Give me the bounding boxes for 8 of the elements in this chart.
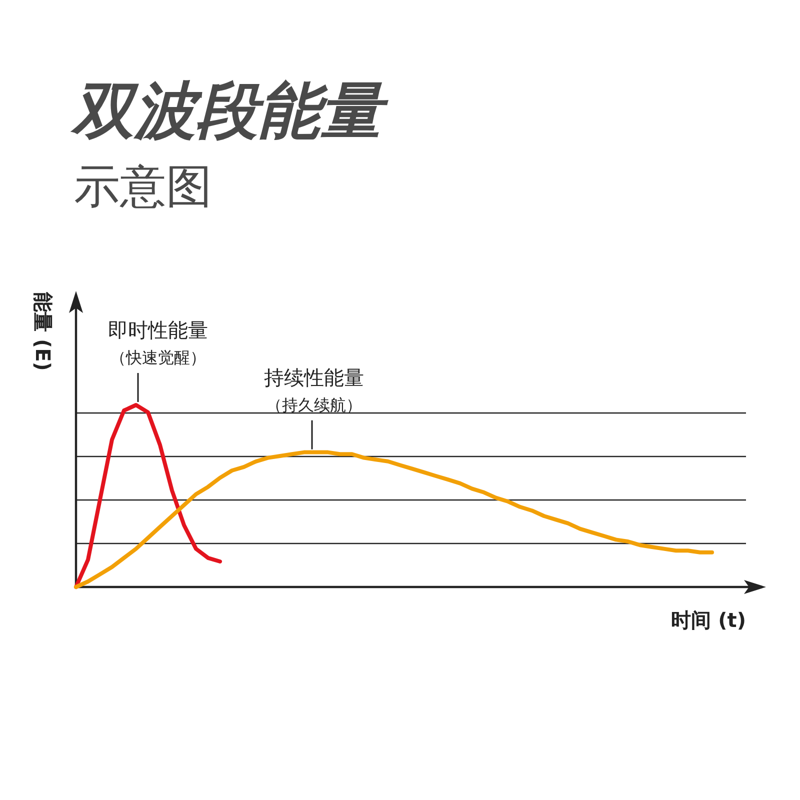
text: 持续性能量 [264,365,364,390]
chart-title: 双波段能量 [70,74,389,147]
annotation: （持久续航） [266,395,362,414]
chart-subtitle: 示意图 [74,159,212,213]
y-axis-title: 能量 (E) [31,292,55,371]
text: （快速觉醒） [110,348,206,367]
x-axis-title: 时间 (t) [671,608,746,632]
text: 即时性能量 [108,318,208,342]
